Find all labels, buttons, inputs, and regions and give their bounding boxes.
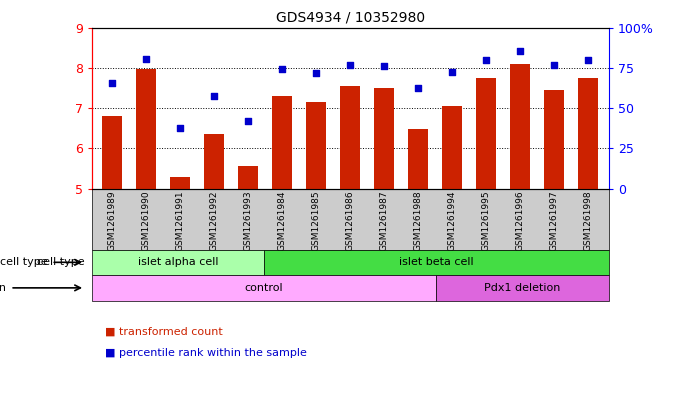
Point: [107, 80, 118, 86]
Point: [209, 93, 220, 99]
Bar: [102, 116, 122, 189]
Bar: [136, 69, 156, 189]
FancyBboxPatch shape: [264, 250, 609, 275]
Point: [583, 57, 594, 63]
Point: [141, 56, 152, 62]
Title: GDS4934 / 10352980: GDS4934 / 10352980: [275, 11, 425, 25]
Text: control: control: [245, 283, 284, 293]
Point: [379, 62, 390, 69]
Bar: [544, 90, 564, 189]
Bar: [510, 64, 530, 189]
Bar: [374, 88, 394, 189]
Point: [549, 61, 560, 68]
Bar: [578, 78, 598, 189]
Point: [345, 61, 356, 68]
Text: islet beta cell: islet beta cell: [399, 257, 474, 267]
Text: cell type: cell type: [37, 257, 85, 267]
Text: ■ transformed count: ■ transformed count: [105, 326, 223, 336]
Bar: [238, 167, 258, 189]
FancyBboxPatch shape: [92, 250, 264, 275]
Point: [447, 69, 458, 75]
Bar: [442, 106, 462, 189]
Point: [311, 70, 322, 76]
Bar: [306, 102, 326, 189]
Bar: [170, 176, 190, 189]
Point: [277, 66, 288, 72]
Text: cell type: cell type: [0, 257, 48, 267]
Bar: [204, 134, 224, 189]
Bar: [272, 96, 292, 189]
FancyBboxPatch shape: [92, 275, 437, 301]
Bar: [408, 129, 428, 189]
Point: [413, 85, 424, 91]
Text: ■ percentile rank within the sample: ■ percentile rank within the sample: [105, 348, 307, 358]
Bar: [476, 78, 496, 189]
Point: [515, 48, 526, 54]
Point: [243, 118, 254, 124]
FancyBboxPatch shape: [437, 275, 609, 301]
Point: [175, 125, 186, 131]
Bar: [340, 86, 360, 189]
Text: Pdx1 deletion: Pdx1 deletion: [484, 283, 560, 293]
Point: [481, 57, 492, 63]
Text: genotype/variation: genotype/variation: [0, 283, 7, 293]
Text: islet alpha cell: islet alpha cell: [137, 257, 218, 267]
